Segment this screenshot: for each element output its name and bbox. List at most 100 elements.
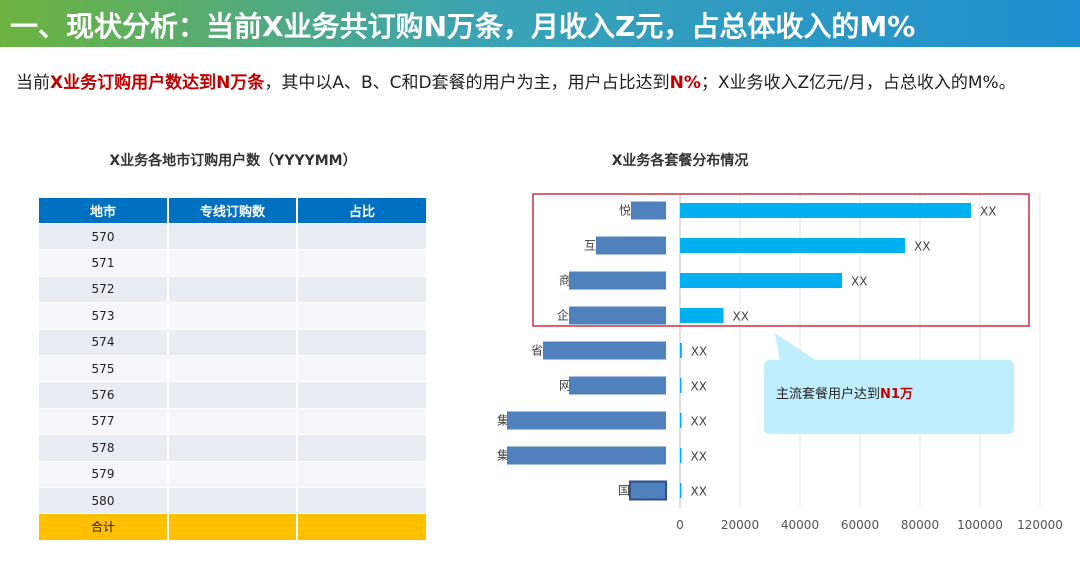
bar (680, 483, 682, 498)
table-row: 571 (39, 249, 426, 276)
bar (680, 413, 682, 428)
redaction-block (596, 236, 666, 255)
share-cell (298, 460, 426, 487)
data-label: XX (691, 450, 707, 464)
x-tick-label: 40000 (781, 518, 819, 532)
callout-text: 主流套餐用户达到N1万 (776, 383, 913, 402)
intro-paragraph: 当前X业务订购用户数达到N万条，其中以A、B、C和D套餐的用户为主，用户占比达到… (16, 70, 1066, 97)
redaction-block (507, 446, 666, 465)
city-cell: 579 (39, 460, 169, 487)
share-cell (298, 328, 426, 355)
redaction-block (631, 201, 666, 220)
subscriptions-cell (169, 381, 298, 408)
callout-label: 主流套餐用户达到 (776, 387, 881, 402)
table-total-row: 合计 (39, 513, 426, 540)
highlight-box (532, 193, 1030, 327)
bar (680, 378, 682, 393)
category-label: 互 (584, 239, 596, 253)
column-header-city: 地市 (39, 198, 169, 223)
table-title: X业务各地市订购用户数（YYYYMM） (109, 153, 357, 169)
table-row: 573 (39, 302, 426, 329)
bar (680, 238, 905, 253)
intro-highlight-share: N% (669, 73, 701, 93)
subscriptions-cell (169, 407, 298, 435)
subscriptions-cell (169, 486, 298, 514)
data-label: XX (851, 275, 867, 289)
table-row: 570 (39, 223, 426, 250)
data-label: XX (691, 380, 707, 394)
table-row: 577 (39, 407, 426, 435)
table-row: 580 (39, 486, 426, 514)
subscriptions-cell (169, 328, 298, 355)
table-row: 578 (39, 434, 426, 461)
share-cell (298, 223, 426, 250)
share-cell (298, 302, 426, 329)
data-label: XX (691, 485, 707, 499)
title-bar: 一、现状分析：当前X业务共订购N万条，月收入Z元，占总体收入的M% (0, 0, 1080, 47)
intro-text-2: ，其中以A、B、C和D套餐的用户为主，用户占比达到 (264, 73, 670, 93)
table-row: 576 (39, 381, 426, 408)
x-tick-label: 20000 (721, 518, 759, 532)
total-subscriptions-cell (169, 513, 298, 540)
data-label: XX (914, 240, 930, 254)
city-cell: 573 (39, 302, 169, 329)
callout-pointer (775, 333, 818, 362)
x-tick-label: 80000 (901, 518, 939, 532)
table-row: 575 (39, 354, 426, 382)
callout-bubble (764, 360, 1014, 434)
x-tick-label: 120000 (1017, 518, 1063, 532)
share-cell (298, 249, 426, 276)
city-cell: 570 (39, 223, 169, 250)
subscriptions-cell (169, 354, 298, 382)
total-label: 合计 (39, 513, 169, 540)
total-share-cell (298, 513, 426, 540)
table-header-row: 地市 专线订购数 占比 (39, 198, 426, 223)
page-title: 一、现状分析：当前X业务共订购N万条，月收入Z元，占总体收入的M% (10, 10, 916, 43)
x-tick-label: 0 (676, 518, 684, 532)
redaction-block (629, 480, 667, 501)
share-cell (298, 275, 426, 303)
callout-highlight: N1万 (880, 387, 913, 402)
share-cell (298, 486, 426, 514)
category-label: 悦 (619, 204, 631, 218)
city-cell: 577 (39, 407, 169, 435)
city-cell: 580 (39, 486, 169, 514)
chart-title: X业务各套餐分布情况 (611, 153, 749, 169)
intro-highlight-subscribers: X业务订购用户数达到N万条 (50, 73, 265, 93)
bar (680, 343, 682, 358)
subscriptions-cell (169, 223, 298, 250)
subscriptions-cell (169, 434, 298, 461)
city-cell: 571 (39, 249, 169, 276)
city-cell: 572 (39, 275, 169, 303)
bar (680, 273, 842, 288)
share-cell (298, 407, 426, 435)
subscriptions-cell (169, 249, 298, 276)
share-cell (298, 354, 426, 382)
redaction-block (543, 341, 666, 360)
city-cell: 574 (39, 328, 169, 355)
data-label: XX (980, 205, 996, 219)
subscriptions-cell (169, 302, 298, 329)
x-tick-label: 100000 (957, 518, 1003, 532)
bar (680, 203, 971, 218)
share-cell (298, 434, 426, 461)
intro-text-1: 当前 (16, 73, 50, 93)
category-label: 企 (557, 308, 569, 323)
category-label: 国 (618, 484, 630, 498)
city-cell: 575 (39, 354, 169, 382)
x-tick-label: 60000 (841, 518, 879, 532)
city-cell: 578 (39, 434, 169, 461)
data-label: XX (733, 310, 749, 324)
redaction-block (569, 376, 666, 395)
city-subscription-table: 地市 专线订购数 占比 570 571 572 573 574 575 576 577 578 5… (39, 198, 426, 540)
city-cell: 576 (39, 381, 169, 408)
column-header-share: 占比 (298, 198, 426, 223)
bar (680, 308, 724, 323)
redaction-block (507, 411, 666, 430)
intro-text-3: ；X业务收入Z亿元/月，占总收入的M%。 (700, 73, 1016, 93)
data-label: XX (691, 415, 707, 429)
subscriptions-cell (169, 460, 298, 487)
data-label: XX (691, 345, 707, 359)
redaction-block (569, 306, 666, 325)
